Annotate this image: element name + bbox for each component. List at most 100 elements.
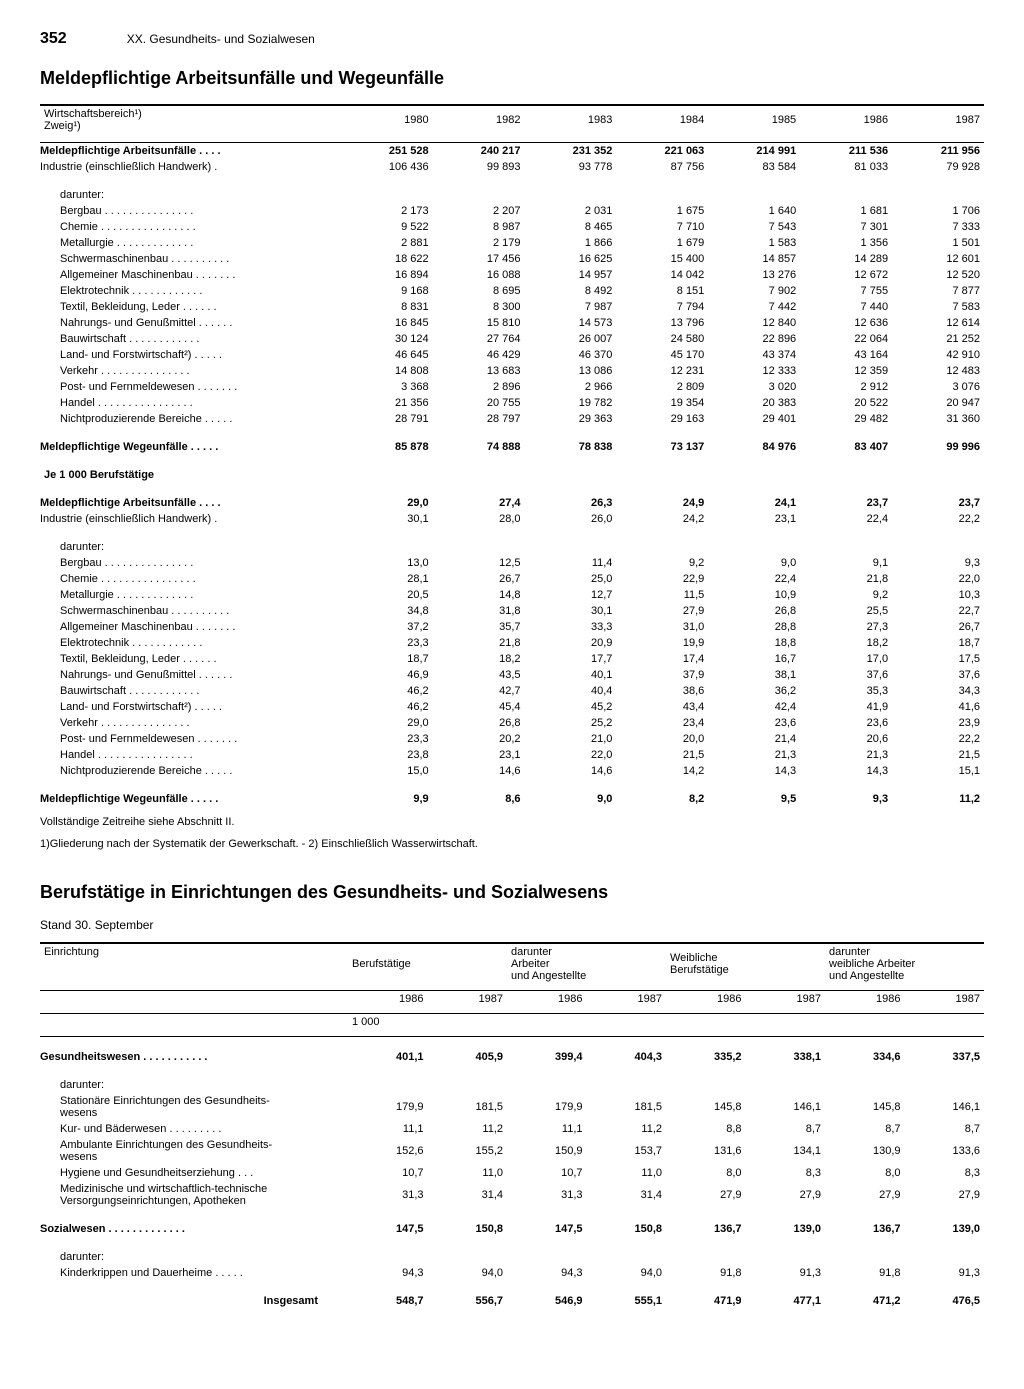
cell: 136,7 bbox=[666, 1221, 746, 1237]
cell: 16,7 bbox=[708, 651, 800, 667]
cell: 8,0 bbox=[825, 1165, 905, 1181]
cell: 28,1 bbox=[341, 571, 433, 587]
cell: 18,7 bbox=[892, 635, 984, 651]
cell: 37,9 bbox=[616, 667, 708, 683]
cell: 7 543 bbox=[708, 219, 800, 235]
cell: 46 429 bbox=[433, 347, 525, 363]
cell: 19 354 bbox=[616, 395, 708, 411]
cell: 17,4 bbox=[616, 651, 708, 667]
cell: 153,7 bbox=[587, 1137, 667, 1165]
row-label: Nahrungs- und Genußmittel . . . . . . bbox=[40, 315, 341, 331]
t1-footnote2: 1)Gliederung nach der Systematik der Gew… bbox=[40, 837, 984, 851]
cell: 87 756 bbox=[616, 159, 708, 175]
cell: 46 370 bbox=[525, 347, 617, 363]
cell: 27,9 bbox=[825, 1181, 905, 1209]
cell: 12 333 bbox=[708, 363, 800, 379]
page-number: 352 bbox=[40, 30, 67, 48]
cell: 8,6 bbox=[433, 791, 525, 807]
t2-colgroup: darunter Arbeiter und Angestellte bbox=[507, 943, 666, 984]
cell: 91,8 bbox=[825, 1265, 905, 1281]
cell: 27,9 bbox=[905, 1181, 985, 1209]
cell: 83 584 bbox=[708, 159, 800, 175]
cell: 23,8 bbox=[341, 747, 433, 763]
cell: 26,8 bbox=[433, 715, 525, 731]
cell: 11,2 bbox=[587, 1121, 667, 1137]
cell: 23,7 bbox=[800, 495, 892, 511]
cell: 3 368 bbox=[341, 379, 433, 395]
cell: 35,3 bbox=[800, 683, 892, 699]
cell: 46 645 bbox=[341, 347, 433, 363]
cell: 11,5 bbox=[616, 587, 708, 603]
row-label: Elektrotechnik . . . . . . . . . . . . bbox=[40, 283, 341, 299]
cell: 17 456 bbox=[433, 251, 525, 267]
cell: 22,2 bbox=[892, 731, 984, 747]
cell: 28 797 bbox=[433, 411, 525, 427]
cell: 12,7 bbox=[525, 587, 617, 603]
row-label: Bergbau . . . . . . . . . . . . . . . bbox=[40, 555, 341, 571]
cell: 476,5 bbox=[905, 1293, 985, 1309]
cell: 2 966 bbox=[525, 379, 617, 395]
cell: 22,4 bbox=[708, 571, 800, 587]
t1-year: 1986 bbox=[800, 105, 892, 134]
cell: 556,7 bbox=[428, 1293, 508, 1309]
row-label: Textil, Bekleidung, Leder . . . . . . bbox=[40, 651, 341, 667]
cell: 36,2 bbox=[708, 683, 800, 699]
cell: 21,0 bbox=[525, 731, 617, 747]
cell: 27 764 bbox=[433, 331, 525, 347]
cell: 20 947 bbox=[892, 395, 984, 411]
cell: 93 778 bbox=[525, 159, 617, 175]
cell: 83 407 bbox=[800, 439, 892, 455]
cell: 22,0 bbox=[892, 571, 984, 587]
t2-row-header: Einrichtung bbox=[40, 943, 348, 991]
cell: 20 522 bbox=[800, 395, 892, 411]
cell: 29,0 bbox=[341, 495, 433, 511]
cell: 7 710 bbox=[616, 219, 708, 235]
cell: 20,5 bbox=[341, 587, 433, 603]
cell: 7 583 bbox=[892, 299, 984, 315]
cell: 46,2 bbox=[341, 683, 433, 699]
cell: 20 383 bbox=[708, 395, 800, 411]
cell: 18,7 bbox=[341, 651, 433, 667]
t1-row-header: Wirtschaftsbereich¹) Zweig¹) bbox=[40, 105, 341, 134]
t2-year: 1986 bbox=[825, 990, 905, 1007]
cell: 34,8 bbox=[341, 603, 433, 619]
cell: 23,4 bbox=[616, 715, 708, 731]
t2-colgroup: darunter weibliche Arbeiter und Angestel… bbox=[825, 943, 984, 984]
row-label: Kinderkrippen und Dauerheime . . . . . bbox=[40, 1265, 348, 1281]
row-label: Insgesamt bbox=[40, 1293, 348, 1309]
cell: 146,1 bbox=[905, 1093, 985, 1121]
cell: 12 231 bbox=[616, 363, 708, 379]
cell: 338,1 bbox=[746, 1049, 826, 1065]
cell: 25,5 bbox=[800, 603, 892, 619]
cell: 9,2 bbox=[800, 587, 892, 603]
cell: 334,6 bbox=[825, 1049, 905, 1065]
cell: 8,7 bbox=[905, 1121, 985, 1137]
cell: 3 076 bbox=[892, 379, 984, 395]
cell: 1 706 bbox=[892, 203, 984, 219]
cell: 150,8 bbox=[428, 1221, 508, 1237]
cell: 37,6 bbox=[892, 667, 984, 683]
row-label: Handel . . . . . . . . . . . . . . . . bbox=[40, 395, 341, 411]
row-label: Medizinische und wirtschaftlich-technisc… bbox=[40, 1181, 348, 1209]
cell: 35,7 bbox=[433, 619, 525, 635]
cell: 7 442 bbox=[708, 299, 800, 315]
cell: 14 808 bbox=[341, 363, 433, 379]
cell: 1 675 bbox=[616, 203, 708, 219]
row-label: Allgemeiner Maschinenbau . . . . . . . bbox=[40, 267, 341, 283]
t2-year: 1987 bbox=[587, 990, 667, 1007]
cell: 19 782 bbox=[525, 395, 617, 411]
cell: 2 881 bbox=[341, 235, 433, 251]
cell: 477,1 bbox=[746, 1293, 826, 1309]
table1: Wirtschaftsbereich¹) Zweig¹) 1980 1982 1… bbox=[40, 104, 984, 807]
cell: 1 681 bbox=[800, 203, 892, 219]
row-label: Stationäre Einrichtungen des Gesundheits… bbox=[40, 1093, 348, 1121]
cell: 2 809 bbox=[616, 379, 708, 395]
cell: 14 573 bbox=[525, 315, 617, 331]
cell: 21,5 bbox=[616, 747, 708, 763]
cell: 21,3 bbox=[800, 747, 892, 763]
table2: Einrichtung Berufstätige darunter Arbeit… bbox=[40, 942, 984, 1309]
row-label: Verkehr . . . . . . . . . . . . . . . bbox=[40, 363, 341, 379]
cell: 11,1 bbox=[348, 1121, 428, 1137]
row-label: Kur- und Bäderwesen . . . . . . . . . bbox=[40, 1121, 348, 1137]
cell: 21,4 bbox=[708, 731, 800, 747]
